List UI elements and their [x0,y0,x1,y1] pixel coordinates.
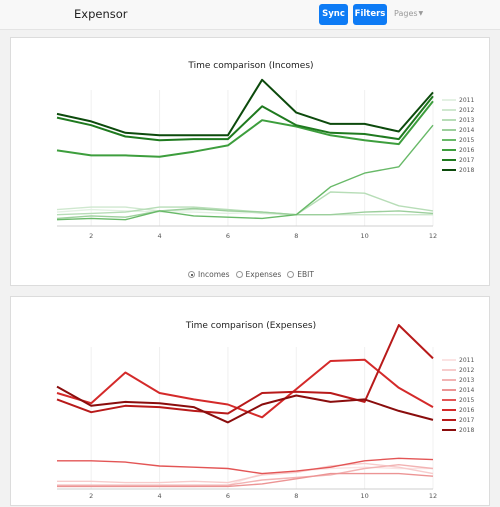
incomes-series-2018 [56,78,434,137]
expenses-x-tick-label: 2 [89,492,93,500]
expenses-legend-label: 2014 [459,387,474,394]
incomes-x-tick-label: 8 [294,232,298,240]
expenses-series-2017 [56,324,434,415]
expenses-series-2013 [57,463,434,486]
radio-circle-icon[interactable] [287,271,295,278]
expenses-legend-label: 2016 [459,407,474,414]
expenses-x-tick-label: 10 [360,492,368,500]
expenses-legend-label: 2013 [459,377,474,384]
expenses-x-tick-label: 12 [429,492,437,500]
caret-down-icon: ▼ [418,10,424,17]
incomes-x-tick-label: 6 [226,232,230,240]
radio-label: Expenses [245,270,282,279]
incomes-legend-label: 2016 [459,147,474,154]
expenses-chart: Time comparison (Expenses) 2 4 6 8 10 12 2011 20… [56,321,474,500]
incomes-legend-label: 2014 [459,127,474,134]
expenses-chart-title: Time comparison (Expenses) [185,321,316,331]
incomes-legend-label: 2015 [459,137,474,144]
incomes-chart-card: Time comparison (Incomes) 2 4 6 8 10 12 2011 201… [10,37,490,286]
radio-label: Incomes [198,270,230,279]
filters-button[interactable]: Filters [353,4,387,25]
expenses-x-tick-label: 6 [226,492,230,500]
incomes-legend-label: 2018 [459,167,474,174]
radio-incomes[interactable]: Incomes [188,270,230,279]
expenses-x-tick-label: 4 [157,492,161,500]
brand-title[interactable]: Expensor [74,7,128,21]
sync-button[interactable]: Sync [319,4,348,25]
incomes-x-tick-label: 2 [89,232,93,240]
navbar: Expensor Sync Filters Pages▼ [0,0,500,30]
expenses-series-2016 [56,358,434,419]
incomes-x-tick-label: 10 [360,232,368,240]
incomes-series-2017 [56,95,434,142]
incomes-x-tick-label: 4 [157,232,161,240]
expenses-series-2018 [56,385,434,424]
pages-dropdown[interactable]: Pages▼ [394,9,423,18]
expenses-series-2014 [57,472,434,488]
incomes-legend-label: 2017 [459,157,474,164]
expenses-series-2012 [57,462,434,484]
pages-label: Pages [394,9,418,18]
expenses-legend-label: 2015 [459,397,474,404]
radio-ebit[interactable]: EBIT [287,270,314,279]
incomes-chart: Time comparison (Incomes) 2 4 6 8 10 12 2011 201… [56,61,474,240]
incomes-legend-label: 2013 [459,117,474,124]
expenses-series-2011 [57,466,433,488]
incomes-series-2016 [56,100,434,158]
radio-label: EBIT [297,270,314,279]
radio-expenses[interactable]: Expenses [235,270,282,279]
chart-type-radio-group: Incomes Expenses EBIT [11,270,491,280]
incomes-legend-label: 2011 [459,97,474,104]
incomes-series-2015 [56,124,434,221]
incomes-x-tick-label: 12 [429,232,437,240]
radio-circle-icon[interactable] [235,271,243,278]
expenses-series-2015 [57,457,434,475]
incomes-series-2014 [56,207,434,220]
radio-circle-icon[interactable] [188,271,196,278]
expenses-legend-label: 2017 [459,417,474,424]
expenses-x-tick-label: 8 [294,492,298,500]
incomes-chart-title: Time comparison (Incomes) [187,61,313,71]
expenses-chart-card: Time comparison (Expenses) 2 4 6 8 10 12 2011 20… [10,296,490,506]
expenses-legend-label: 2012 [459,367,474,374]
incomes-legend-label: 2012 [459,107,474,114]
expenses-legend-label: 2011 [459,357,474,364]
expenses-legend-label: 2018 [459,427,474,434]
